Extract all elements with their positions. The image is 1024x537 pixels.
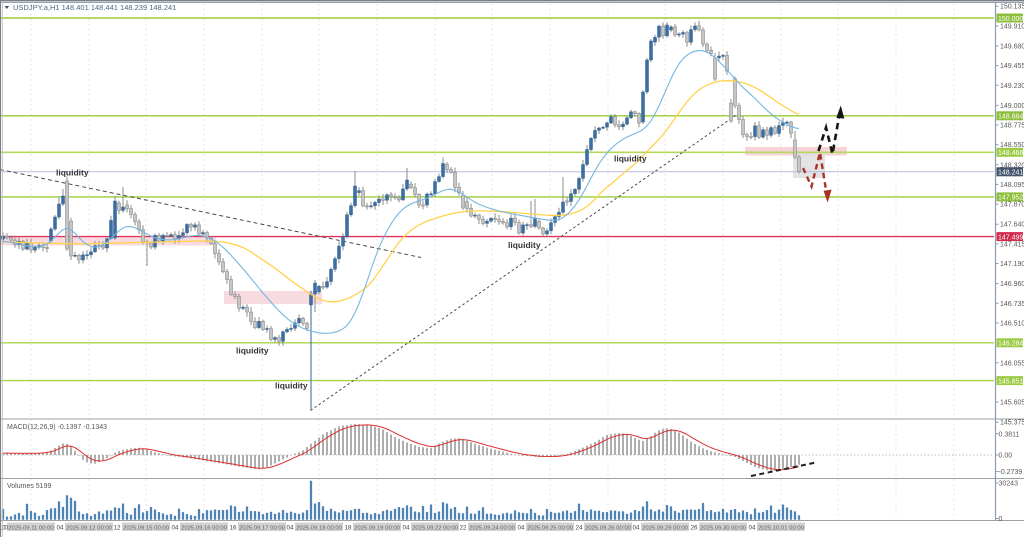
svg-text:2025.09.24 00:00: 2025.09.24 00:00 bbox=[469, 525, 516, 531]
svg-text:148.466: 148.466 bbox=[998, 150, 1023, 157]
svg-text:0: 0 bbox=[999, 516, 1003, 523]
svg-text:liquidity: liquidity bbox=[508, 240, 541, 250]
svg-text:04: 04 bbox=[517, 524, 525, 531]
svg-text:148.241: 148.241 bbox=[998, 170, 1023, 177]
svg-text:2025.09.12 00:00: 2025.09.12 00:00 bbox=[66, 525, 113, 531]
svg-text:2025.09.25 00:00: 2025.09.25 00:00 bbox=[527, 525, 574, 531]
svg-text:2025.09.26 00:00: 2025.09.26 00:00 bbox=[585, 525, 632, 531]
svg-text:-0.2739: -0.2739 bbox=[999, 469, 1023, 476]
svg-text:2025.09.17 00:00: 2025.09.17 00:00 bbox=[239, 525, 286, 531]
svg-text:148.320: 148.320 bbox=[1000, 162, 1024, 169]
svg-text:148.550: 148.550 bbox=[1000, 142, 1024, 149]
svg-text:150.000: 150.000 bbox=[998, 16, 1023, 23]
svg-text:liquidity: liquidity bbox=[614, 154, 647, 164]
svg-text:147.190: 147.190 bbox=[1000, 261, 1024, 268]
svg-text:145.375: 145.375 bbox=[1000, 420, 1024, 427]
svg-text:04: 04 bbox=[748, 524, 756, 531]
svg-text:149.000: 149.000 bbox=[1000, 103, 1024, 110]
svg-text:148.884: 148.884 bbox=[998, 114, 1023, 121]
svg-text:2025.09.11 00:00: 2025.09.11 00:00 bbox=[8, 525, 54, 531]
svg-text:04: 04 bbox=[632, 524, 640, 531]
svg-text:22: 22 bbox=[459, 524, 467, 531]
svg-text:Volumes 5199: Volumes 5199 bbox=[7, 483, 51, 490]
svg-text:149.230: 149.230 bbox=[1000, 83, 1024, 90]
svg-text:18: 18 bbox=[344, 524, 352, 531]
svg-text:2025.09.18 00:00: 2025.09.18 00:00 bbox=[296, 525, 343, 531]
svg-text:USDJPY.a,H1 148.401 148.441 1: USDJPY.a,H1 148.401 148.441 148.239 148.… bbox=[13, 3, 176, 12]
svg-text:04: 04 bbox=[56, 524, 64, 531]
svg-text:24: 24 bbox=[575, 524, 583, 531]
svg-text:liquidity: liquidity bbox=[236, 346, 269, 356]
svg-text:147.870: 147.870 bbox=[1000, 202, 1024, 209]
svg-text:0.3811: 0.3811 bbox=[999, 431, 1020, 438]
svg-text:146.284: 146.284 bbox=[998, 341, 1023, 348]
svg-text:145.851: 145.851 bbox=[998, 378, 1023, 385]
svg-text:2025.09.30 00:00: 2025.09.30 00:00 bbox=[700, 525, 747, 531]
svg-text:MACD(12,26,9) -0.1397 -0.1343: MACD(12,26,9) -0.1397 -0.1343 bbox=[7, 424, 107, 431]
svg-text:2025.09.22 00:00: 2025.09.22 00:00 bbox=[412, 525, 459, 531]
svg-text:146.735: 146.735 bbox=[1000, 301, 1024, 308]
svg-text:liquidity: liquidity bbox=[56, 168, 89, 178]
svg-text:147.415: 147.415 bbox=[1000, 241, 1024, 248]
svg-text:10: 10 bbox=[0, 524, 6, 531]
svg-text:149.680: 149.680 bbox=[1000, 44, 1024, 51]
svg-text:148.775: 148.775 bbox=[1000, 123, 1024, 130]
svg-text:145.605: 145.605 bbox=[1000, 400, 1024, 407]
svg-text:12: 12 bbox=[113, 524, 121, 531]
svg-text:147.499: 147.499 bbox=[998, 234, 1023, 241]
svg-text:148.095: 148.095 bbox=[1000, 182, 1024, 189]
svg-text:146.055: 146.055 bbox=[1000, 360, 1024, 367]
svg-text:147.952: 147.952 bbox=[998, 195, 1023, 202]
svg-text:30243: 30243 bbox=[999, 481, 1019, 488]
svg-text:2025.09.15 00:00: 2025.09.15 00:00 bbox=[123, 525, 170, 531]
svg-text:146.960: 146.960 bbox=[1000, 281, 1024, 288]
svg-text:2025.10.01 00:00: 2025.10.01 00:00 bbox=[758, 525, 805, 531]
svg-text:146.510: 146.510 bbox=[1000, 321, 1024, 328]
svg-text:04: 04 bbox=[171, 524, 179, 531]
svg-text:26: 26 bbox=[690, 524, 698, 531]
svg-text:2025.09.19 00:00: 2025.09.19 00:00 bbox=[354, 525, 401, 531]
svg-text:16: 16 bbox=[229, 524, 237, 531]
svg-text:149.455: 149.455 bbox=[1000, 63, 1024, 70]
svg-text:147.640: 147.640 bbox=[1000, 222, 1024, 229]
svg-text:10: 10 bbox=[1, 524, 9, 531]
svg-text:04: 04 bbox=[286, 524, 294, 531]
svg-text:2025.09.29 00:00: 2025.09.29 00:00 bbox=[642, 525, 689, 531]
svg-text:0.00: 0.00 bbox=[999, 453, 1013, 460]
svg-text:04: 04 bbox=[402, 524, 410, 531]
svg-text:150.135: 150.135 bbox=[1000, 4, 1024, 11]
svg-text:149.910: 149.910 bbox=[1000, 23, 1024, 30]
svg-text:liquidity: liquidity bbox=[275, 381, 308, 391]
svg-text:2025.09.16 00:00: 2025.09.16 00:00 bbox=[181, 525, 228, 531]
